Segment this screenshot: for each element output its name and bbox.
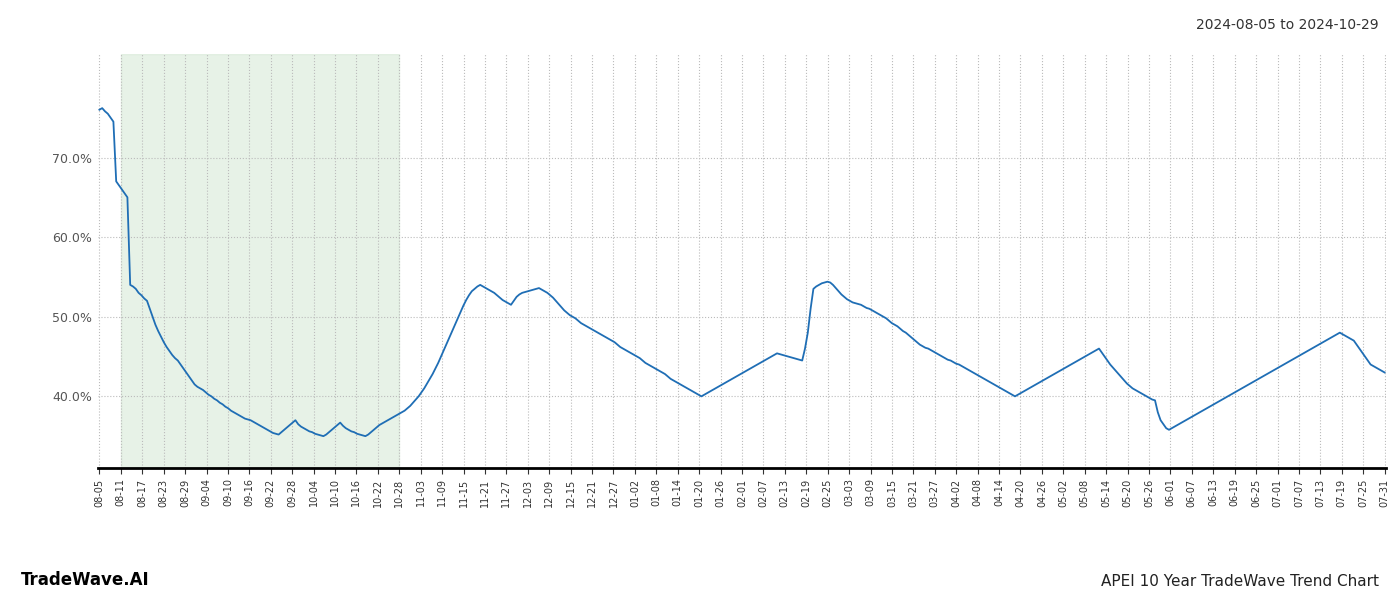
- Text: 2024-08-05 to 2024-10-29: 2024-08-05 to 2024-10-29: [1197, 18, 1379, 32]
- Text: APEI 10 Year TradeWave Trend Chart: APEI 10 Year TradeWave Trend Chart: [1100, 574, 1379, 589]
- Bar: [120, 54, 399, 468]
- Text: TradeWave.AI: TradeWave.AI: [21, 571, 150, 589]
